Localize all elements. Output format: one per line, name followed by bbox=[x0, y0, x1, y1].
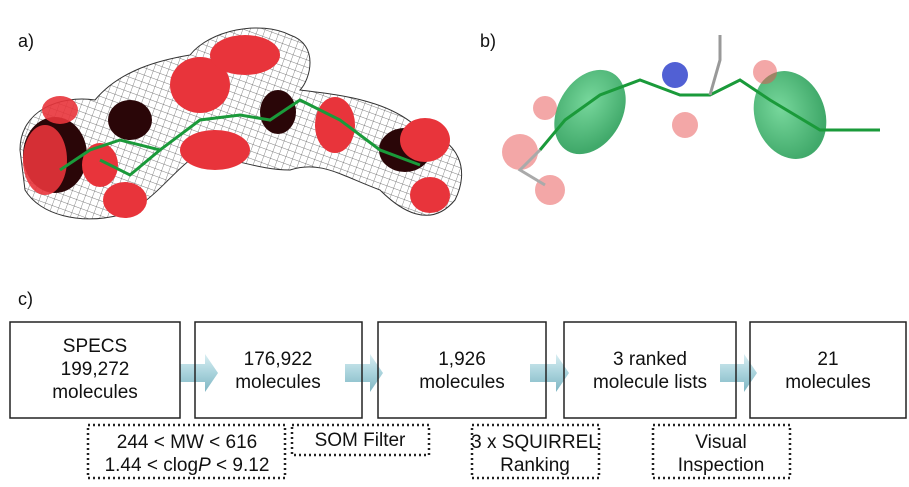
box-text: 199,272 bbox=[61, 359, 130, 380]
filter-text: Inspection bbox=[678, 455, 765, 476]
box-text: SPECS bbox=[63, 336, 127, 357]
filter-text: Visual bbox=[695, 432, 746, 453]
panel-label: a) bbox=[18, 31, 34, 51]
filter-text: 244 < MW < 616 bbox=[117, 432, 257, 453]
pharmacophore bbox=[502, 35, 880, 205]
box-text: molecule lists bbox=[593, 372, 707, 393]
box-text: 21 bbox=[817, 349, 838, 370]
box-text: 3 ranked bbox=[613, 349, 687, 370]
filter-text: < 9.12 bbox=[211, 455, 270, 476]
filter-text: SOM Filter bbox=[315, 430, 406, 451]
filter-text: P bbox=[198, 455, 211, 476]
figure: a) b) c) bbox=[0, 0, 909, 482]
filter-text: 1.44 < clog bbox=[105, 455, 199, 476]
box-text: 176,922 bbox=[244, 349, 313, 370]
panel-label: c) bbox=[18, 289, 33, 309]
box-text: molecules bbox=[785, 372, 871, 393]
box-text: molecules bbox=[52, 382, 138, 403]
box-text: molecules bbox=[235, 372, 321, 393]
box-text: 1,926 bbox=[438, 349, 486, 370]
filter-text: Ranking bbox=[500, 455, 570, 476]
panel-label: b) bbox=[480, 31, 496, 51]
filter-text: 1.44 < clogP < 9.12 bbox=[105, 455, 270, 476]
filter-text: 3 x SQUIRREL bbox=[471, 432, 599, 453]
box-text: molecules bbox=[419, 372, 505, 393]
molecule-surface bbox=[20, 28, 462, 219]
